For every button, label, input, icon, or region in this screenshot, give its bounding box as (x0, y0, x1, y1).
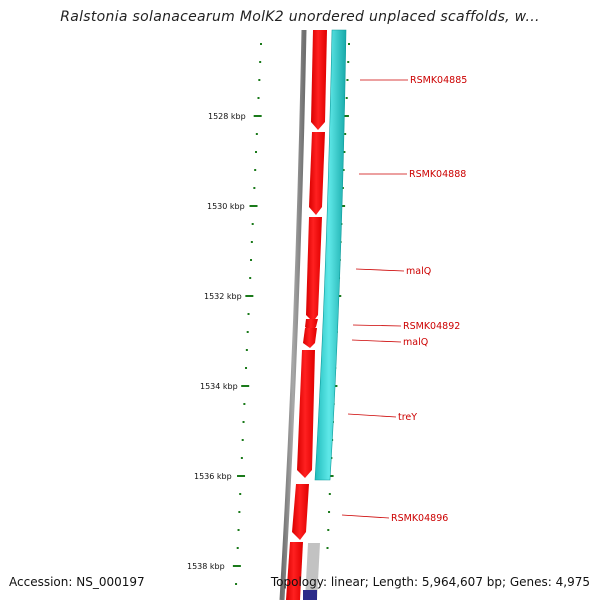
ruler-minor-tick (258, 79, 261, 81)
gene-label-rsmk04892[interactable]: RSMK04892 (403, 321, 460, 332)
gene-label-rsmk04896[interactable]: RSMK04896 (391, 513, 448, 524)
track-major-tick (342, 115, 349, 117)
ruler-minor-tick (247, 313, 250, 315)
ruler-major-tick (245, 295, 254, 297)
ruler-minor-tick (238, 511, 241, 513)
gene-label-rsmk04888[interactable]: RSMK04888 (409, 169, 466, 180)
ruler-minor-tick (245, 367, 248, 369)
gene-arrow-rsmk04885[interactable] (311, 30, 327, 130)
track-minor-tick (327, 529, 330, 531)
ruler-minor-tick (249, 277, 252, 279)
track-minor-tick (343, 151, 346, 153)
ruler-minor-tick (255, 151, 258, 153)
track-minor-tick (348, 43, 350, 45)
ruler-minor-tick (250, 259, 253, 261)
ruler-minor-tick (242, 421, 245, 423)
ruler-major-tick (237, 475, 246, 477)
track-minor-tick (341, 187, 344, 189)
ruler-label-1538: 1538 kbp (187, 562, 225, 571)
gene-label-rsmk04885[interactable]: RSMK04885 (410, 75, 467, 86)
ruler-major-tick (232, 565, 241, 567)
ruler-minor-tick (239, 493, 242, 495)
ruler-minor-tick (246, 331, 249, 333)
ruler-minor-tick (260, 43, 262, 45)
gene-blocks[interactable] (286, 30, 327, 600)
track-major-tick (327, 475, 334, 477)
ruler-minor-tick (259, 61, 262, 63)
gene-arrow-rsmk04896[interactable] (292, 484, 309, 540)
ruler-labels: 1528 kbp 1530 kbp 1532 kbp 1534 kbp 1536… (187, 112, 246, 571)
gene-label-malq-2[interactable]: malQ (403, 337, 428, 348)
ruler-label-1534: 1534 kbp (200, 382, 238, 391)
accession-text: Accession: NS_000197 (9, 575, 145, 589)
blue-feature[interactable] (303, 590, 317, 600)
ruler-major-tick (253, 115, 262, 117)
track-minor-tick (346, 79, 349, 81)
ruler-label-1530: 1530 kbp (207, 202, 245, 211)
track-minor-tick (342, 169, 345, 171)
ruler-minor-tick (245, 349, 248, 351)
ruler-minor-tick (250, 241, 253, 243)
ruler-minor-tick (257, 97, 260, 99)
chromosome-backbone (279, 29, 307, 600)
operon-feature[interactable] (314, 29, 347, 481)
ruler-label-1536: 1536 kbp (194, 472, 232, 481)
track-minor-tick (328, 493, 331, 495)
ruler-minor-tick (255, 133, 258, 135)
gene-label-trey[interactable]: treY (398, 412, 417, 423)
ruler-minor-tick (243, 403, 246, 405)
track-minor-tick (344, 133, 347, 135)
ruler-label-1528: 1528 kbp (208, 112, 246, 121)
gene-arrow-rsmk04888[interactable] (309, 132, 325, 215)
gene-label-malq[interactable]: malQ (406, 266, 431, 277)
ruler-minor-tick (254, 169, 257, 171)
ruler-minor-tick (236, 547, 239, 549)
track-minor-tick (345, 97, 348, 99)
ruler-minor-tick (241, 439, 244, 441)
left-ruler (232, 43, 262, 585)
track-minor-tick (326, 547, 329, 549)
ruler-major-tick (249, 205, 258, 207)
ruler-minor-tick (237, 529, 240, 531)
ruler-major-tick (241, 385, 250, 387)
gene-arrow-trey[interactable] (297, 350, 315, 478)
topology-text: Topology: linear; Length: 5,964,607 bp; … (270, 575, 590, 589)
ruler-minor-tick (251, 223, 254, 225)
gray-feature[interactable] (305, 543, 320, 600)
gene-arrow-partial[interactable] (286, 542, 303, 600)
ruler-label-1532: 1532 kbp (204, 292, 242, 301)
map-title: Ralstonia solanacearum MolK2 unordered u… (60, 9, 540, 25)
gene-arrow-malq[interactable] (306, 217, 322, 322)
gene-labels: RSMK04885 RSMK04888 malQ RSMK04892 malQ … (341, 75, 467, 524)
track-minor-tick (328, 511, 331, 513)
ruler-minor-tick (240, 457, 243, 459)
track-minor-tick (347, 61, 350, 63)
ruler-minor-tick (235, 583, 238, 585)
gene-arrow-malq-2[interactable] (303, 328, 317, 348)
ruler-minor-tick (253, 187, 256, 189)
